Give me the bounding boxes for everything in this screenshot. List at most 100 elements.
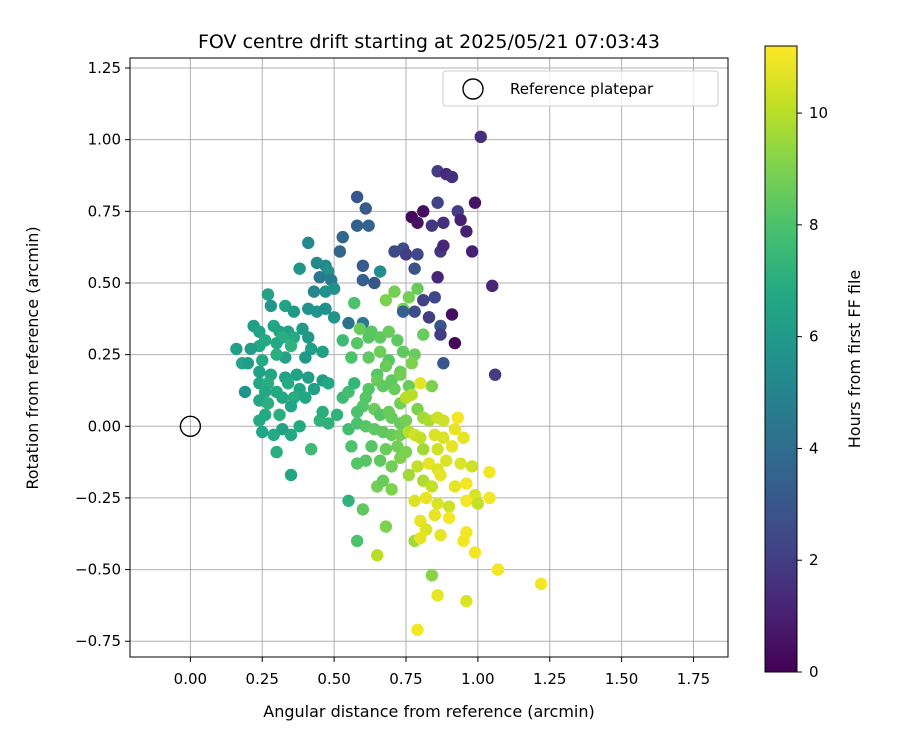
scatter-point — [307, 285, 321, 298]
y-tick-label: −0.50 — [75, 561, 121, 579]
scatter-point — [270, 336, 283, 350]
y-axis-ticks: −0.75 −0.50 −0.25 0.00 0.25 0.50 0.75 1.00 1.25 — [75, 59, 130, 650]
scatter-point — [391, 334, 404, 347]
scatter-point — [350, 219, 364, 232]
colorbar-tick-label: 6 — [809, 328, 819, 346]
scatter-point — [486, 279, 499, 293]
scatter-point — [437, 431, 450, 444]
scatter-point — [333, 245, 347, 258]
scatter-point — [379, 443, 393, 456]
scatter-point — [417, 328, 430, 341]
scatter-point — [310, 256, 324, 270]
scatter-point — [287, 305, 301, 318]
scatter-point — [322, 377, 335, 390]
scatter-point — [379, 520, 393, 533]
scatter-point — [411, 216, 424, 229]
y-axis-label: Rotation from reference (arcmin) — [23, 226, 42, 489]
scatter-point — [359, 454, 372, 467]
scatter-point — [241, 357, 255, 370]
scatter-point — [356, 259, 370, 272]
scatter-point — [350, 534, 364, 548]
y-tick-label: 0.25 — [88, 346, 121, 364]
x-tick-label: 1.00 — [461, 670, 494, 688]
scatter-point — [483, 465, 496, 479]
scatter-point — [293, 262, 306, 275]
scatter-point — [253, 414, 266, 427]
scatter-point — [313, 271, 326, 284]
scatter-point — [304, 443, 318, 456]
scatter-point — [256, 425, 269, 439]
scatter-point — [408, 305, 421, 318]
scatter-point — [399, 248, 413, 261]
scatter-point — [299, 351, 312, 364]
scatter-point — [356, 273, 370, 287]
scatter-point — [431, 196, 444, 209]
y-tick-label: 1.25 — [88, 59, 121, 77]
x-tick-label: 1.50 — [605, 670, 638, 688]
scatter-point — [284, 339, 298, 353]
colorbar: 0 2 4 6 8 10 Hours from first FF file — [764, 45, 864, 681]
scatter-point — [376, 379, 390, 393]
scatter-point — [362, 219, 375, 232]
scatter-point — [385, 483, 398, 496]
y-tick-label: −0.25 — [75, 489, 121, 507]
scatter-point — [350, 405, 364, 419]
scatter-point — [445, 440, 459, 453]
y-tick-label: −0.75 — [75, 632, 121, 650]
scatter-point — [362, 382, 375, 396]
scatter-point — [284, 468, 298, 482]
legend-marker — [462, 78, 484, 100]
scatter-point — [483, 491, 496, 505]
scatter-point — [414, 531, 427, 545]
y-tick-label: 0.75 — [88, 202, 121, 220]
scatter-point — [342, 494, 355, 508]
scatter-point — [437, 239, 450, 252]
reference-marker — [179, 415, 202, 437]
scatter-point — [434, 468, 447, 482]
scatter-point — [284, 400, 298, 413]
scatter-point — [385, 428, 398, 442]
scatter-point — [405, 388, 418, 401]
x-tick-label: 0.50 — [317, 670, 350, 688]
scatter-point — [440, 454, 453, 467]
scatter-point — [454, 213, 467, 227]
scatter-points — [230, 130, 548, 636]
scatter-point — [448, 336, 462, 350]
scatter-point — [388, 382, 401, 396]
scatter-point — [307, 382, 321, 396]
scatter-point — [437, 357, 450, 370]
scatter-point — [428, 508, 441, 522]
scatter-point — [411, 248, 424, 261]
y-tick-label: 0.50 — [88, 274, 121, 292]
x-tick-label: 0.75 — [389, 670, 422, 688]
scatter-point — [417, 293, 430, 307]
legend-box — [442, 70, 719, 107]
x-axis-ticks: 0.00 0.25 0.50 0.75 1.00 1.25 1.50 1.75 — [174, 657, 710, 688]
x-tick-label: 0.25 — [246, 670, 279, 688]
scatter-point — [348, 377, 361, 390]
scatter-point — [422, 311, 436, 324]
scatter-point — [488, 368, 502, 381]
scatter-point — [445, 170, 459, 184]
x-tick-label: 1.25 — [533, 670, 566, 688]
scatter-point — [491, 563, 505, 576]
scatter-point — [460, 477, 473, 490]
scatter-point — [345, 351, 358, 364]
scatter-point — [350, 336, 364, 350]
scatter-point — [417, 443, 430, 456]
scatter-point — [342, 316, 355, 330]
scatter-point — [448, 480, 462, 493]
scatter-point — [388, 245, 401, 258]
scatter-point — [451, 411, 464, 424]
scatter-point — [348, 296, 361, 310]
scatter-point — [408, 494, 421, 508]
scatter-point — [465, 245, 479, 258]
x-tick-label: 1.75 — [677, 670, 710, 688]
scatter-point — [316, 405, 329, 419]
scatter-point — [388, 285, 401, 298]
scatter-point — [445, 308, 459, 321]
scatter-point — [290, 368, 303, 381]
scatter-point — [434, 528, 447, 542]
scatter-point — [293, 420, 306, 433]
